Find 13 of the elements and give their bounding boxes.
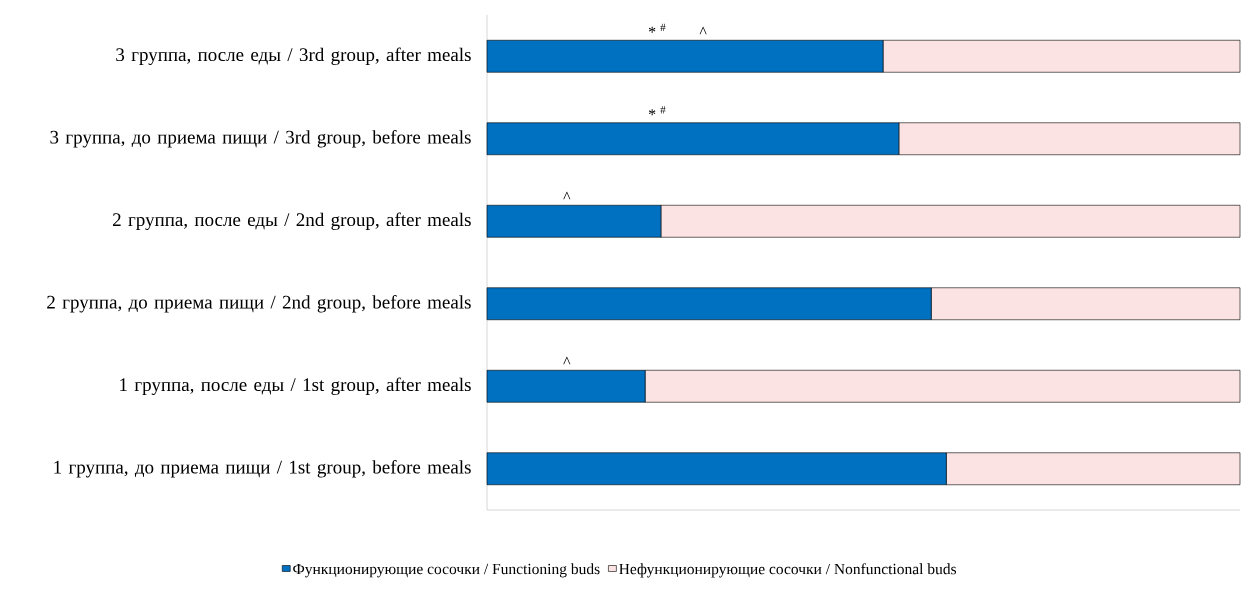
y-tick-label: 3 группа, после еды / 3rd group, after meals bbox=[116, 47, 471, 65]
annotation: ^ bbox=[563, 356, 571, 365]
annotation: * $^{#}$ bbox=[648, 106, 666, 116]
annotation: ^ bbox=[563, 191, 571, 200]
y-tick-label: 1 группа, до приема пищи / 1st group, before meals bbox=[54, 460, 471, 478]
annotation: * $^{#}$ bbox=[648, 23, 666, 33]
y-tick-label: 1 группа, после еды / 1st group, after meals bbox=[120, 377, 471, 395]
y-tick-label: 2 группа, после еды / 2nd group, after meals bbox=[113, 212, 471, 230]
y-tick-label: 2 группа, до приема пищи / 2nd group, before meals bbox=[47, 295, 471, 313]
legend-label: Функционирующие сосочки / Functioning buds bbox=[293, 563, 600, 578]
legend-label: Нефункционирующие сосочки / Nonfunctional buds bbox=[619, 563, 957, 578]
y-tick-label: 3 группа, до приема пищи / 3rd group, before meals bbox=[50, 130, 471, 148]
annotation: ^ bbox=[699, 26, 707, 35]
